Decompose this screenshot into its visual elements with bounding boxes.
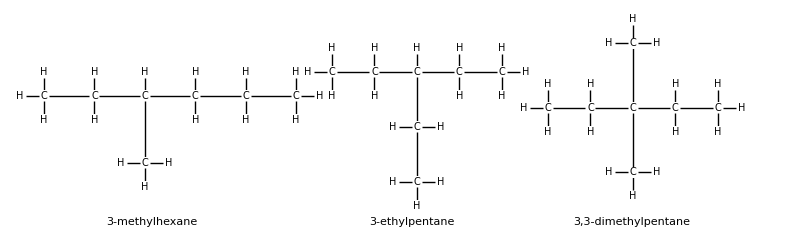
- Text: H: H: [191, 114, 199, 125]
- Text: C: C: [714, 103, 721, 113]
- Text: C: C: [630, 38, 636, 48]
- Text: H: H: [605, 38, 613, 48]
- Text: H: H: [316, 91, 324, 101]
- Text: H: H: [455, 91, 463, 101]
- Text: C: C: [414, 67, 420, 77]
- Text: H: H: [437, 177, 445, 187]
- Text: C: C: [142, 91, 148, 101]
- Text: C: C: [456, 67, 462, 77]
- Text: H: H: [413, 201, 421, 211]
- Text: H: H: [544, 79, 552, 89]
- Text: C: C: [242, 91, 249, 101]
- Text: C: C: [498, 67, 505, 77]
- Text: H: H: [714, 126, 722, 136]
- Text: H: H: [671, 79, 679, 89]
- Text: H: H: [90, 67, 98, 77]
- Text: H: H: [40, 67, 48, 77]
- Text: H: H: [653, 167, 661, 177]
- Text: H: H: [605, 167, 613, 177]
- Text: C: C: [41, 91, 47, 101]
- Text: H: H: [16, 91, 24, 101]
- Text: H: H: [498, 43, 506, 53]
- Text: H: H: [437, 122, 445, 132]
- Text: H: H: [117, 158, 125, 168]
- Text: H: H: [304, 67, 312, 77]
- Text: H: H: [370, 43, 378, 53]
- Text: C: C: [414, 122, 420, 132]
- Text: C: C: [91, 91, 98, 101]
- Text: H: H: [90, 114, 98, 125]
- Text: H: H: [328, 43, 336, 53]
- Text: H: H: [242, 67, 250, 77]
- Text: H: H: [629, 14, 637, 24]
- Text: C: C: [414, 177, 420, 187]
- Text: H: H: [389, 122, 397, 132]
- Text: H: H: [671, 126, 679, 136]
- Text: H: H: [520, 103, 528, 113]
- Text: H: H: [165, 158, 173, 168]
- Text: C: C: [192, 91, 198, 101]
- Text: H: H: [544, 126, 552, 136]
- Text: H: H: [714, 79, 722, 89]
- Text: H: H: [292, 67, 300, 77]
- Text: C: C: [630, 167, 636, 177]
- Text: H: H: [522, 67, 530, 77]
- Text: H: H: [738, 103, 746, 113]
- Text: H: H: [413, 43, 421, 53]
- Text: C: C: [329, 67, 335, 77]
- Text: H: H: [328, 91, 336, 101]
- Text: H: H: [141, 67, 149, 77]
- Text: H: H: [629, 191, 637, 201]
- Text: H: H: [242, 114, 250, 125]
- Text: C: C: [672, 103, 678, 113]
- Text: H: H: [455, 43, 463, 53]
- Text: H: H: [40, 114, 48, 125]
- Text: C: C: [371, 67, 378, 77]
- Text: H: H: [653, 38, 661, 48]
- Text: H: H: [586, 126, 594, 136]
- Text: H: H: [292, 114, 300, 125]
- Text: 3-methylhexane: 3-methylhexane: [106, 217, 198, 227]
- Text: 3-ethylpentane: 3-ethylpentane: [370, 217, 454, 227]
- Text: H: H: [586, 79, 594, 89]
- Text: H: H: [191, 67, 199, 77]
- Text: H: H: [498, 91, 506, 101]
- Text: H: H: [389, 177, 397, 187]
- Text: C: C: [630, 103, 636, 113]
- Text: H: H: [141, 181, 149, 191]
- Text: C: C: [142, 158, 148, 168]
- Text: 3,3-dimethylpentane: 3,3-dimethylpentane: [574, 217, 690, 227]
- Text: H: H: [370, 91, 378, 101]
- Text: C: C: [293, 91, 299, 101]
- Text: C: C: [587, 103, 594, 113]
- Text: C: C: [545, 103, 551, 113]
